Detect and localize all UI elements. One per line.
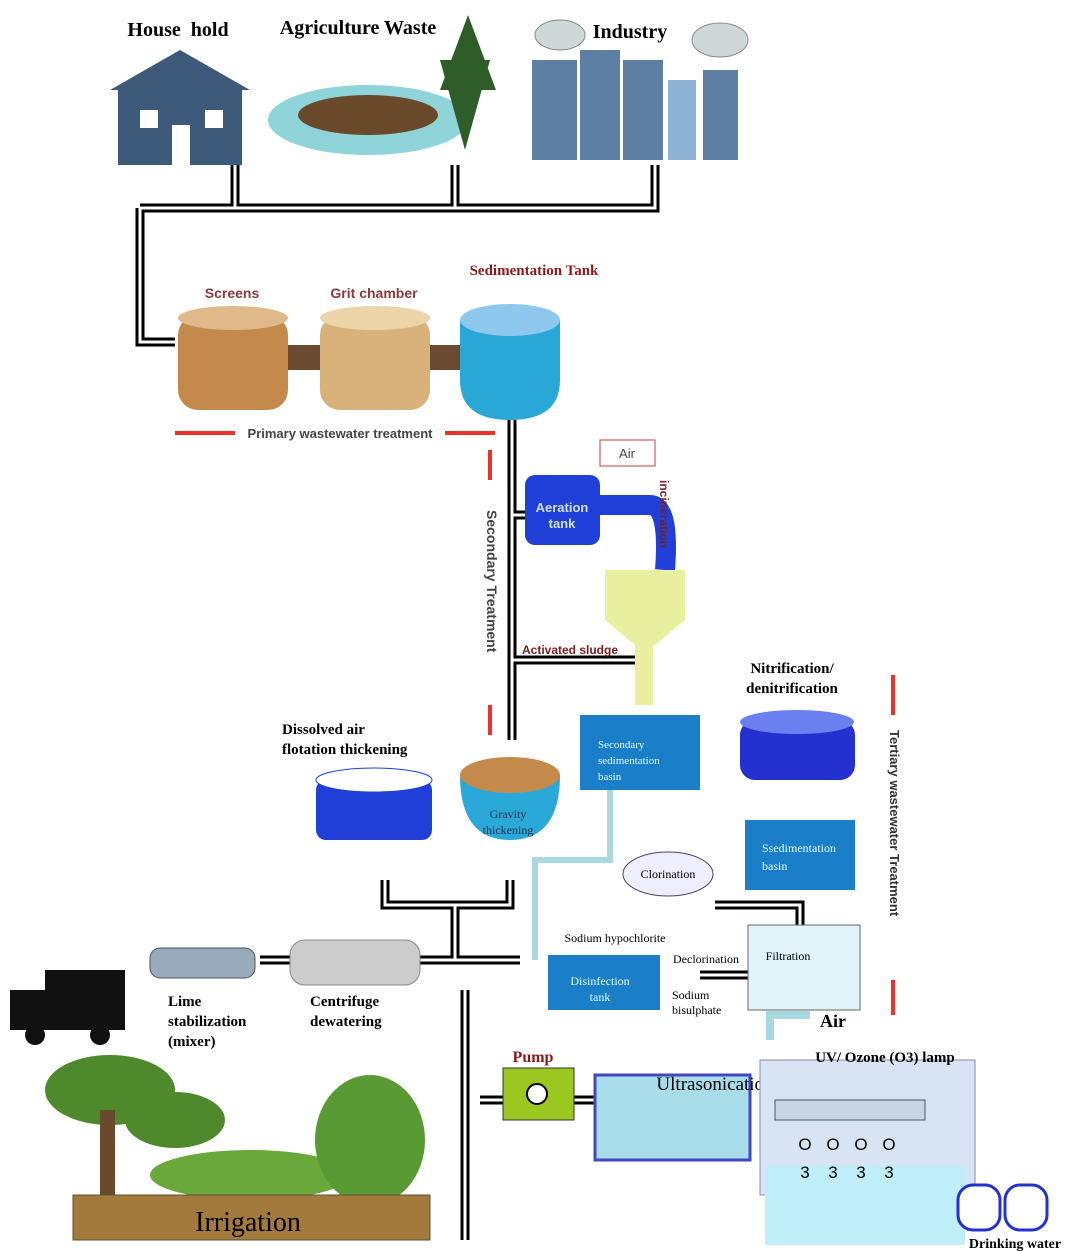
mixer [150, 948, 255, 978]
ozone-sub: 3 [884, 1163, 893, 1182]
label: Air [619, 446, 636, 461]
label: Air [820, 1011, 846, 1031]
ozone-sub: 3 [828, 1163, 837, 1182]
primary-units [178, 304, 560, 420]
ozone-sub: 3 [800, 1163, 809, 1182]
label: Irrigation [195, 1207, 301, 1238]
label: Secondary Treatment [484, 510, 500, 653]
label: Declorination [673, 952, 739, 966]
label: Primary wastewater treatment [248, 426, 434, 441]
ozone-sub: 3 [856, 1163, 865, 1182]
label: Ultrasonication [656, 1074, 774, 1095]
duct [600, 505, 666, 570]
label: Clorination [641, 867, 696, 881]
ozone-o: O [826, 1135, 839, 1154]
diagram: House hold Agriculture Waste Industry Sc… [0, 0, 1073, 1251]
label: Agriculture Waste [280, 17, 437, 39]
centrifuge [290, 940, 420, 985]
label: Tertiary wastewater Treatment [887, 730, 902, 917]
label: Drinking water [969, 1237, 1061, 1251]
label: Pump [513, 1049, 554, 1066]
label: Nitrification/denitrification [746, 661, 838, 697]
label: incineration [657, 480, 671, 548]
label: Sodium hypochlorite [565, 931, 666, 945]
label: UV/ Ozone (O3) lamp [815, 1050, 955, 1066]
household-icon [110, 50, 250, 165]
label: Grit chamber [330, 285, 418, 301]
ozone-o: O [882, 1135, 895, 1154]
sedimentation-basin [745, 820, 855, 890]
label: House hold [127, 19, 228, 41]
label: Sedimentation Tank [470, 263, 599, 279]
hopper [605, 570, 685, 645]
ozone-o: O [854, 1135, 867, 1154]
hopper [635, 645, 653, 705]
label: Industry [593, 21, 667, 43]
drinking-tanks [958, 1185, 1047, 1230]
label: Activated sludge [522, 643, 618, 657]
truck [10, 970, 125, 1045]
label: Filtration [766, 949, 811, 963]
ozone-o: O [798, 1135, 811, 1154]
filtration [748, 925, 860, 1010]
plants [45, 1055, 425, 1205]
label: Screens [205, 285, 260, 301]
